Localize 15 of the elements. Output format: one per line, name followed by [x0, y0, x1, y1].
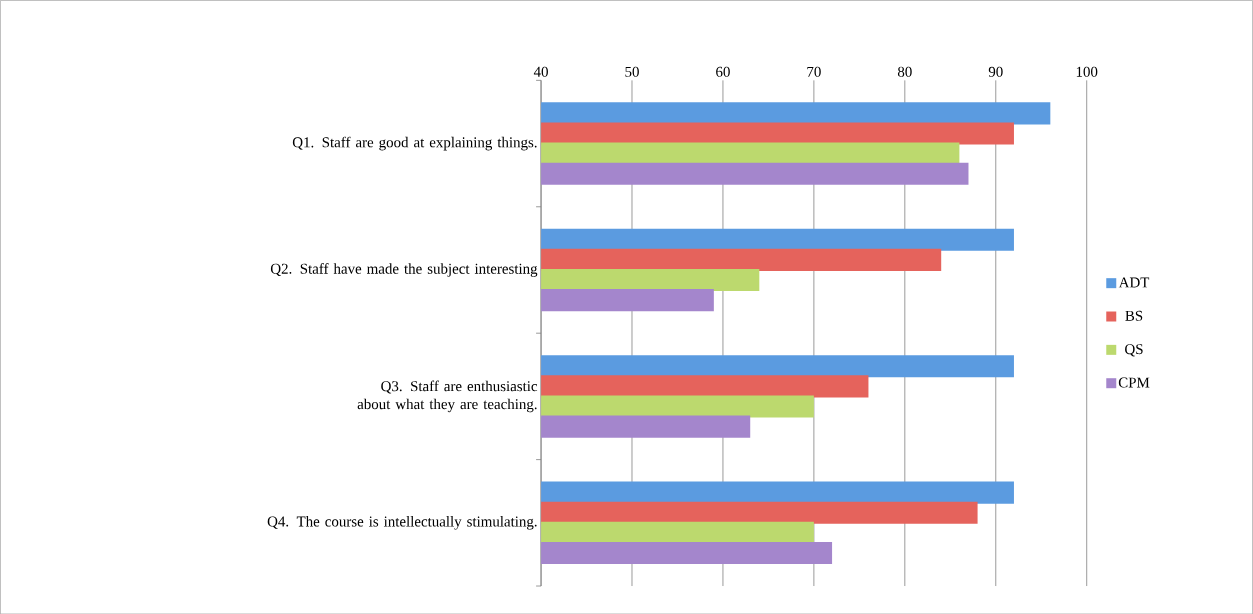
legend-label: BS	[1125, 310, 1143, 321]
x-tick-label: 90	[988, 66, 1003, 77]
y-tick-label: Q1. Staff are good at explaining things.	[292, 136, 537, 151]
legend-label: CPM	[1118, 377, 1150, 388]
y-tick-label: Q3. Staff are enthusiastic about what they are teaching.	[357, 380, 538, 413]
x-tick-label: 60	[716, 66, 730, 77]
x-tick-label: 80	[897, 66, 912, 77]
x-tick-label: 40	[533, 66, 548, 77]
legend-label: ADT	[1118, 277, 1150, 288]
x-tick-label: 50	[625, 66, 639, 77]
legend-label: QS	[1125, 343, 1143, 357]
y-tick-label: Q2. Staff have made the subject interesting	[270, 262, 538, 277]
x-tick-label: 100	[1076, 66, 1098, 77]
y-tick-label: Q4. The course is intellectually stimulating.	[267, 515, 537, 530]
x-tick-label: 70	[807, 66, 821, 77]
